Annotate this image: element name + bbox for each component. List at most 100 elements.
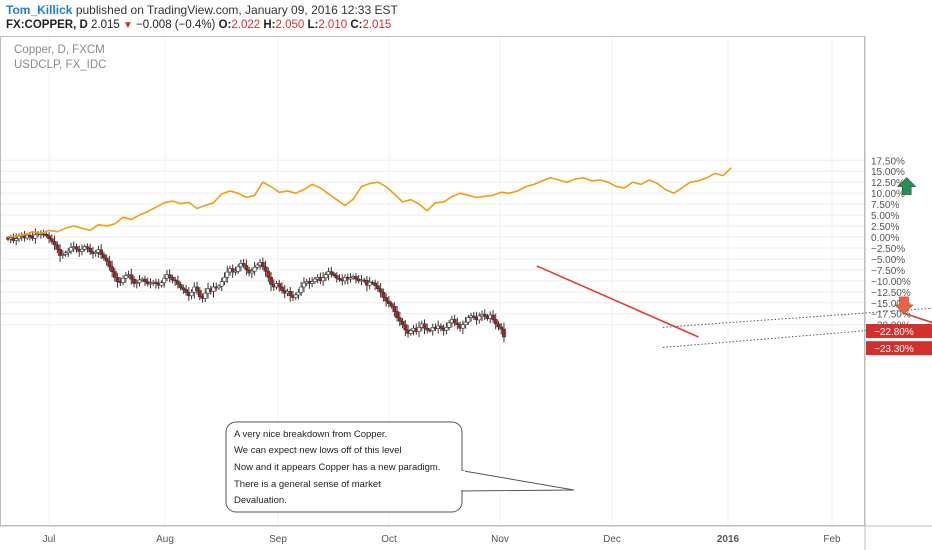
callout-box (225, 421, 463, 513)
candle-body (115, 277, 120, 283)
y-tick-label: −10.00% (871, 277, 911, 288)
candle-body (403, 324, 408, 331)
annotation-callout[interactable]: A very nice breakdown from Copper. We ca… (225, 421, 575, 513)
callout-line-2: We can expect new lows off of this level (234, 445, 402, 456)
usdclp-line (7, 167, 732, 238)
candle-body (195, 286, 199, 291)
high-label: H: (263, 19, 276, 31)
candle-body (332, 273, 336, 276)
candle-body (93, 252, 98, 254)
ohlc-line: FX:COPPER, D 2.015 ▼ −0.008 (−0.4%) O:2.… (6, 19, 391, 31)
candle-body (493, 319, 498, 325)
candle-body (49, 238, 54, 242)
candle-body (280, 286, 284, 291)
y-tick-label: 5.00% (871, 211, 899, 222)
candle-body (288, 291, 293, 297)
candle-body (211, 286, 216, 292)
candle-body (225, 271, 230, 278)
candle-body (422, 323, 427, 329)
low-label: L: (307, 19, 319, 31)
open-label: O: (218, 19, 232, 31)
arrow-down-icon (894, 296, 914, 315)
candle-body (134, 282, 139, 284)
x-tick-label: Nov (491, 534, 509, 545)
callout-line-3: Now and it appears Copper has a new para… (234, 462, 440, 473)
candle-body (170, 277, 175, 281)
candle-body (189, 291, 194, 297)
arrow-up-icon (896, 177, 917, 195)
candle-body (69, 247, 73, 252)
candle-body (439, 325, 443, 329)
candle-body (354, 276, 358, 280)
open-value: 2.022 (231, 19, 261, 31)
candle-body (430, 327, 435, 332)
candle-body (162, 277, 167, 283)
candle-body (102, 254, 106, 259)
candle-body (148, 282, 153, 285)
candle-body (463, 321, 468, 326)
candle-body (321, 277, 326, 282)
callout-line-5: Devaluation. (234, 495, 287, 506)
callout-joint-mask (459, 471, 465, 490)
candle-body (502, 328, 506, 338)
y-tick-label: 10.00% (871, 189, 905, 200)
candle-body (123, 275, 128, 279)
y-tick-label: 0.00% (871, 233, 899, 244)
candle-body (167, 274, 172, 278)
candle-body (181, 287, 186, 290)
x-axis[interactable]: Jul Aug Sep Oct Nov Dec 2016 Feb (43, 534, 841, 545)
candle-body (386, 300, 391, 304)
candle-body (425, 327, 430, 331)
candle-body (154, 281, 158, 284)
candle-body (28, 234, 32, 237)
y-tick-label: −7.50% (871, 266, 905, 277)
candle-body (293, 294, 298, 298)
close-value: 2.015 (362, 19, 392, 31)
last-price: 2.015 (91, 19, 120, 31)
author-link[interactable]: Tom_Killick (6, 3, 73, 17)
x-tick-label: Dec (603, 534, 621, 545)
candle-body (132, 278, 136, 284)
copper-candles (6, 228, 506, 343)
candle-body (482, 313, 487, 317)
candle-body (408, 330, 413, 334)
candle-body (184, 289, 189, 293)
callout-pointer (457, 469, 575, 492)
y-tick-label: 7.50% (871, 200, 899, 211)
price-chart[interactable]: 17.50%15.00%12.50%10.00%7.50%5.00%2.50%0… (0, 36, 932, 550)
candle-body (175, 280, 180, 285)
candle-body (110, 266, 115, 272)
candle-body (104, 257, 109, 262)
candle-body (460, 324, 465, 329)
candle-body (107, 260, 112, 268)
trend-line (536, 265, 699, 338)
candle-body (241, 263, 246, 266)
candle-body (389, 303, 394, 307)
candle-body (33, 234, 38, 239)
legend-copper[interactable]: Copper, D, FXCM (14, 44, 105, 56)
last-value-badge-label: −23.30% (874, 344, 914, 355)
candle-body (252, 266, 257, 272)
candle-body (337, 277, 342, 280)
candle-body (173, 279, 178, 282)
last-value-badge-label: −22.80% (874, 327, 914, 338)
candle-body (400, 320, 405, 325)
candle-body (417, 327, 421, 333)
candle-body (85, 246, 90, 249)
y-tick-label: −17.50% (871, 310, 911, 321)
candle-body (452, 319, 457, 324)
candle-body (80, 248, 84, 252)
candle-body (499, 326, 504, 330)
candle-body (373, 282, 378, 286)
x-tick-label: Aug (156, 534, 174, 545)
y-tick-label: 2.50% (871, 222, 899, 233)
candle-body (299, 286, 304, 293)
x-tick-label: Jul (43, 534, 56, 545)
candle-body (197, 290, 202, 297)
candle-body (255, 264, 260, 268)
candle-body (55, 244, 60, 250)
x-tick-label: 2016 (717, 534, 740, 545)
legend-usdclp[interactable]: USDCLP, FX_IDC (14, 59, 106, 71)
low-value: 2.010 (318, 19, 348, 31)
candle-body (66, 250, 71, 254)
